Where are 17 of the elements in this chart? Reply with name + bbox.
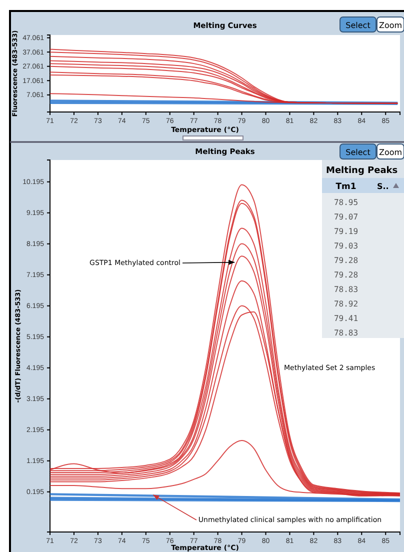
annotation: 78.92: [334, 300, 358, 308]
button: Zoom: [376, 144, 404, 160]
annotation: Tm1: [336, 182, 356, 192]
annotation: 79.28: [334, 270, 358, 280]
annotation: 79.19: [334, 227, 358, 236]
annotation: 79.07: [334, 212, 358, 222]
annotation: 79.41: [334, 314, 358, 323]
text: Melting Peaks: [326, 166, 398, 176]
annotation: 78.83: [334, 328, 358, 338]
annotation: 79.03: [334, 242, 358, 250]
annotation: 79.28: [334, 256, 358, 265]
button: Zoom: [376, 16, 404, 32]
button: Select: [340, 144, 376, 160]
annotation: S..: [377, 182, 389, 191]
annotation: 78.95: [334, 198, 358, 207]
annotation: 78.83: [334, 285, 358, 294]
button: Select: [340, 16, 376, 32]
